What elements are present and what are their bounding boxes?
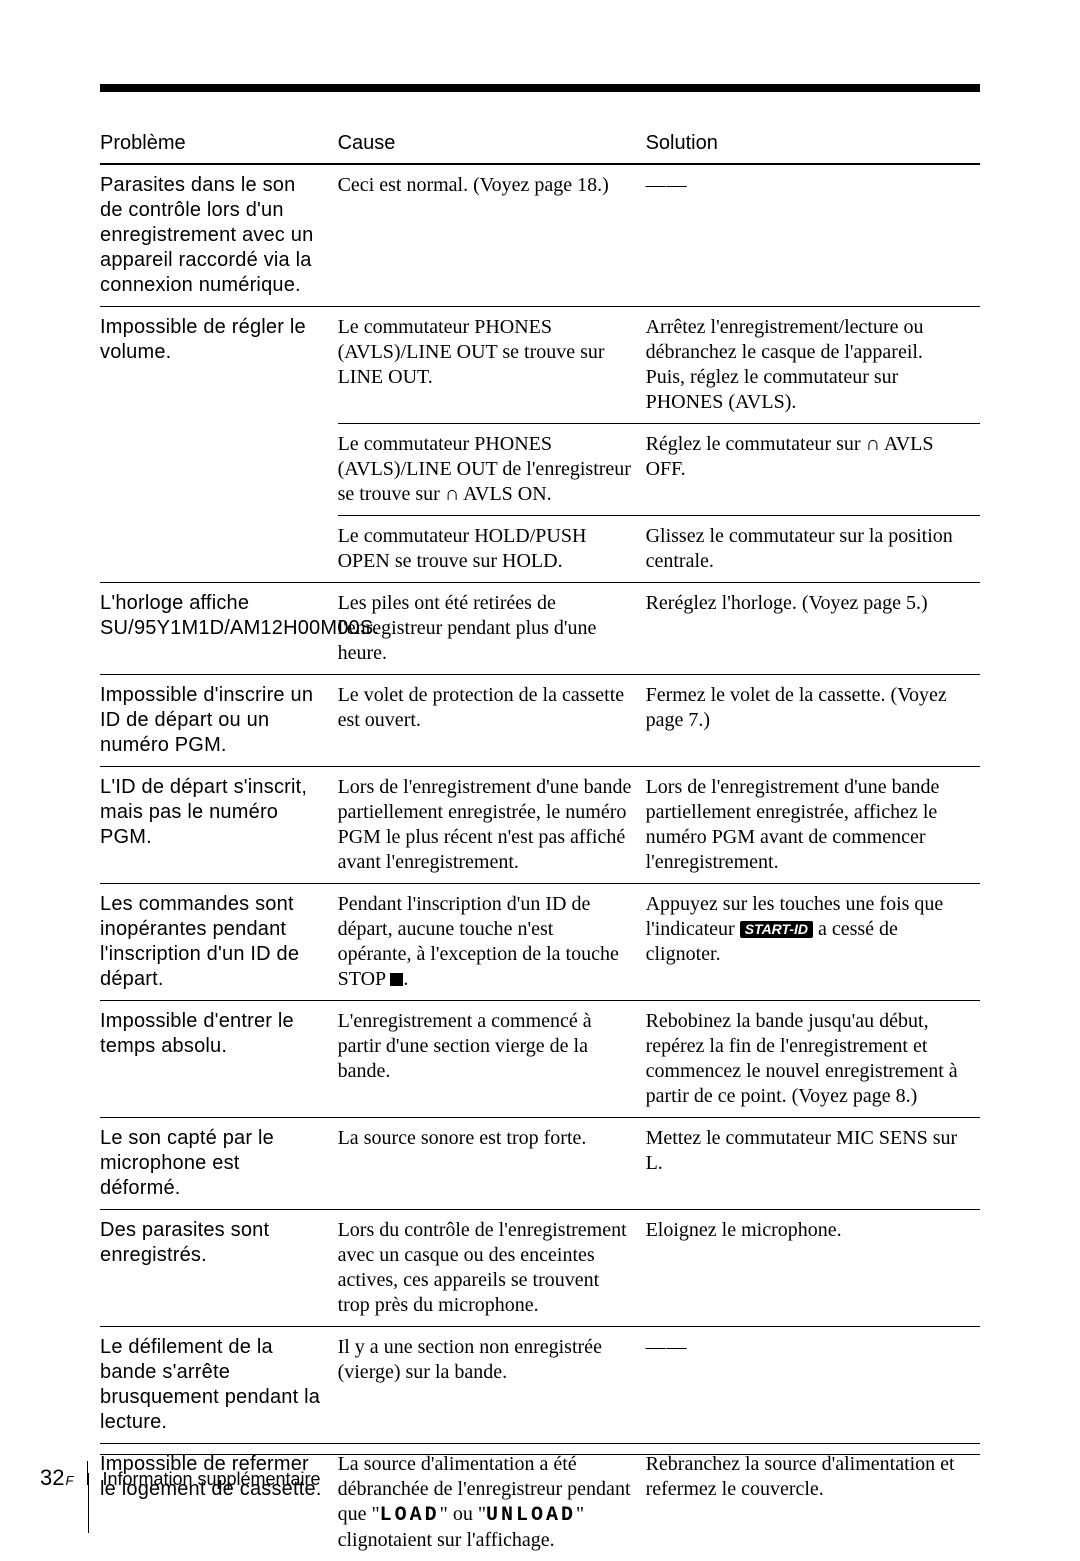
- solution-cell: Réglez le commutateur sur ∩ AVLS OFF.: [646, 424, 980, 516]
- solution-cell: ——: [646, 1327, 980, 1444]
- solution-cell: Appuyez sur les touches une fois que l'i…: [646, 884, 980, 1001]
- page-number-sup: F: [65, 1473, 73, 1488]
- cause-cell: Le volet de protection de la cassette es…: [338, 675, 646, 767]
- table-row: Le son capté par le microphone est défor…: [100, 1118, 980, 1210]
- solution-cell: Eloignez le microphone.: [646, 1210, 980, 1327]
- problem-cell: Parasites dans le son de contrôle lors d…: [100, 164, 338, 307]
- problem-cell: L'horloge affiche SU/95Y1M1D/AM12H00M00S…: [100, 583, 338, 675]
- table-row: Les commandes sont inopérantes pendant l…: [100, 884, 980, 1001]
- table-row: Impossible d'inscrire un ID de départ ou…: [100, 675, 980, 767]
- solution-cell: Rebranchez la source d'alimentation et r…: [646, 1444, 980, 1561]
- problem-cell: Impossible d'entrer le temps absolu.: [100, 1001, 338, 1118]
- troubleshoot-table: Problème Cause Solution Parasites dans l…: [100, 132, 980, 1561]
- cause-cell: Il y a une section non enregistrée (vier…: [338, 1327, 646, 1444]
- header-cause: Cause: [338, 132, 646, 164]
- solution-cell: Arrêtez l'enregistrement/lecture ou débr…: [646, 307, 980, 424]
- cause-cell: L'enregistrement a commencé à partir d'u…: [338, 1001, 646, 1118]
- table-row: Parasites dans le son de contrôle lors d…: [100, 164, 980, 307]
- solution-cell: Fermez le volet de la cassette. (Voyez p…: [646, 675, 980, 767]
- cause-cell: Lors de l'enregistrement d'une bande par…: [338, 767, 646, 884]
- problem-cell: Impossible d'inscrire un ID de départ ou…: [100, 675, 338, 767]
- cause-cell: Pendant l'inscription d'un ID de départ,…: [338, 884, 646, 1001]
- table-row: Impossible d'entrer le temps absolu. L'e…: [100, 1001, 980, 1118]
- table-row: L'ID de départ s'inscrit, mais pas le nu…: [100, 767, 980, 884]
- footer-rule: [100, 1454, 980, 1455]
- section-title: Information supplémentaire: [102, 1469, 320, 1490]
- cause-cell: Lors du contrôle de l'enregistrement ave…: [338, 1210, 646, 1327]
- problem-cell: L'ID de départ s'inscrit, mais pas le nu…: [100, 767, 338, 884]
- header-problem: Problème: [100, 132, 338, 164]
- cause-cell: Ceci est normal. (Voyez page 18.): [338, 164, 646, 307]
- table-row: L'horloge affiche SU/95Y1M1D/AM12H00M00S…: [100, 583, 980, 675]
- cause-cell: Le commutateur PHONES (AVLS)/LINE OUT se…: [338, 307, 646, 424]
- table-row: Des parasites sont enregistrés. Lors du …: [100, 1210, 980, 1327]
- solution-cell: Lors de l'enregistrement d'une bande par…: [646, 767, 980, 884]
- problem-cell: Le défilement de la bande s'arrête brusq…: [100, 1327, 338, 1444]
- page: Problème Cause Solution Parasites dans l…: [0, 0, 1080, 1533]
- solution-cell: Mettez le commutateur MIC SENS sur L.: [646, 1118, 980, 1210]
- footer-side-rule: [88, 1473, 89, 1533]
- problem-cell: Le son capté par le microphone est défor…: [100, 1118, 338, 1210]
- solution-cell: ——: [646, 164, 980, 307]
- cause-cell: Le commutateur HOLD/PUSH OPEN se trouve …: [338, 516, 646, 583]
- problem-cell: Impossible de régler le volume.: [100, 307, 338, 583]
- top-rule: [100, 84, 980, 92]
- page-number: 32: [40, 1465, 64, 1491]
- problem-cell: Les commandes sont inopérantes pendant l…: [100, 884, 338, 1001]
- header-solution: Solution: [646, 132, 980, 164]
- display-text-load: LOAD: [380, 1504, 440, 1527]
- table-header-row: Problème Cause Solution: [100, 132, 980, 164]
- solution-cell: Rebobinez la bande jusqu'au début, repér…: [646, 1001, 980, 1118]
- problem-cell: Des parasites sont enregistrés.: [100, 1210, 338, 1327]
- cause-cell: La source d'alimentation a été débranché…: [338, 1444, 646, 1561]
- stop-icon: [390, 973, 403, 986]
- solution-cell: Glissez le commutateur sur la position c…: [646, 516, 980, 583]
- table-row: Impossible de régler le volume. Le commu…: [100, 307, 980, 424]
- cause-cell: La source sonore est trop forte.: [338, 1118, 646, 1210]
- cause-cell: Le commutateur PHONES (AVLS)/LINE OUT de…: [338, 424, 646, 516]
- display-text-unload: UNLOAD: [486, 1504, 576, 1527]
- headphone-icon: ∩: [445, 483, 459, 505]
- solution-cell: Reréglez l'horloge. (Voyez page 5.): [646, 583, 980, 675]
- start-id-badge: START-ID: [740, 921, 813, 938]
- cause-cell: Les piles ont été retirées de l'enregist…: [338, 583, 646, 675]
- table-row: Le défilement de la bande s'arrête brusq…: [100, 1327, 980, 1444]
- headphone-icon: ∩: [866, 433, 880, 455]
- page-footer: 32F Information supplémentaire: [40, 1461, 321, 1491]
